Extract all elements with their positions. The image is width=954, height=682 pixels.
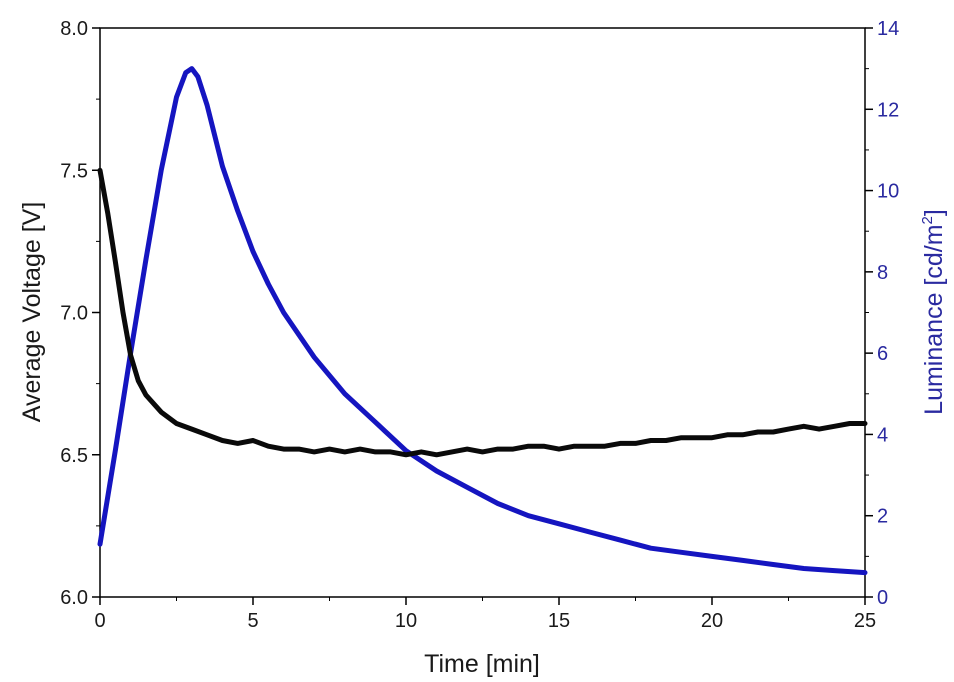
series-layer (97, 66, 868, 576)
plot-frame (99, 27, 866, 598)
left-y-tick-label: 7.0 (60, 303, 88, 325)
right-y-tick-label: 6 (877, 343, 888, 365)
right-y-axis-title-main: Luminance [cd/m (920, 224, 948, 414)
right-y-tick-label: 8 (877, 262, 888, 284)
x-tick-label: 0 (94, 610, 105, 632)
left-y-tick-label: 7.5 (60, 160, 88, 182)
right-y-axis-title-superscript: 2 (919, 216, 936, 224)
right-y-axis-title: Luminance [cd/m2] (919, 209, 948, 415)
right-y-tick-label: 2 (877, 506, 888, 528)
x-tick-label: 25 (854, 610, 876, 632)
x-tick-label: 5 (247, 610, 258, 632)
x-axis-title: Time [min] (424, 650, 540, 678)
right-y-tick-label: 14 (877, 18, 899, 40)
right-y-axis-title-end: ] (920, 209, 948, 216)
right-y-tick-label: 10 (877, 181, 899, 203)
right-y-axis: 0 2 4 6 8 10 12 14 (865, 18, 899, 609)
right-y-tick-label: 4 (877, 424, 888, 446)
left-y-axis: 6.0 6.5 7.0 7.5 8.0 (60, 18, 100, 609)
x-tick-label: 10 (395, 610, 417, 632)
right-y-tick-label: 12 (877, 99, 899, 121)
left-y-tick-label: 6.0 (60, 587, 88, 609)
x-tick-label: 20 (701, 610, 723, 632)
voltage-series-line (97, 167, 868, 458)
left-y-axis-title: Average Voltage [V] (18, 202, 46, 423)
right-y-tick-label: 0 (877, 587, 888, 609)
x-axis: 0 5 10 15 20 25 (94, 597, 876, 632)
left-y-tick-label: 6.5 (60, 445, 88, 467)
x-tick-label: 15 (548, 610, 570, 632)
left-y-tick-label: 8.0 (60, 18, 88, 40)
luminance-series-line (97, 66, 868, 576)
